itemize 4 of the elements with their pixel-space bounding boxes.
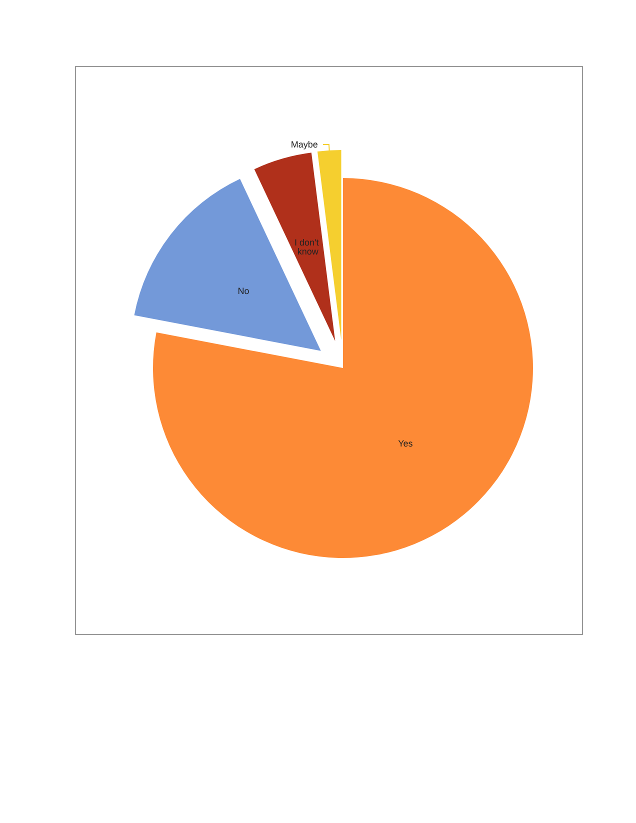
slice-label: No [238, 286, 250, 296]
slice-label: Yes [398, 438, 414, 449]
slice-label: I don't know [294, 238, 322, 257]
slice-label: Maybe [290, 139, 318, 150]
